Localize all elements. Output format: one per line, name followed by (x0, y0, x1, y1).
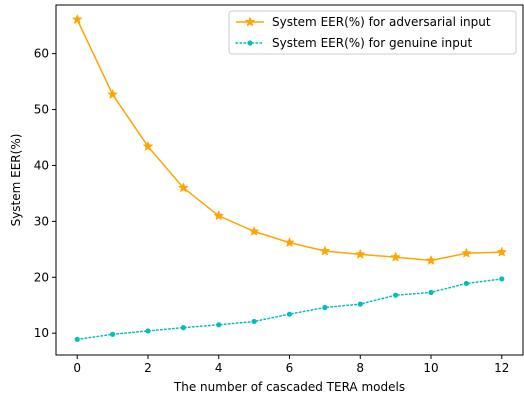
x-tick-label: 0 (73, 361, 81, 375)
series-1-point (425, 254, 437, 266)
y-tick-label: 50 (34, 103, 49, 117)
series-2-point (216, 322, 222, 328)
series-2-point (251, 318, 257, 325)
x-tick-label: 12 (494, 361, 509, 375)
series-1-point (284, 236, 295, 248)
y-axis-label: System EER(%) (9, 134, 23, 227)
x-axis-label: The number of cascaded TERA models (173, 380, 405, 394)
x-tick-label: 8 (356, 361, 364, 375)
series-1-point (390, 251, 402, 262)
series-1-point (107, 88, 118, 100)
legend-marker-1 (244, 16, 256, 27)
axes-layer: 0 2 4 6 8 10 12 10 20 30 40 50 60 (34, 4, 524, 375)
series-layer (71, 13, 508, 342)
series-2-point (286, 311, 293, 317)
series-2-point (463, 280, 469, 287)
series-2-point (428, 289, 434, 295)
y-tick-label: 40 (34, 158, 49, 172)
series-2-point (74, 336, 80, 342)
series-1-point (319, 245, 331, 256)
series-1-point (354, 248, 366, 259)
series-2-point (357, 301, 363, 307)
plot-area (56, 5, 523, 355)
series-2-point (110, 331, 116, 337)
legend-marker-2 (247, 40, 253, 46)
legend: System EER(%) for adversarial input Syste… (228, 10, 517, 55)
series-2-point (393, 292, 399, 298)
y-tick-label: 10 (34, 326, 49, 340)
x-tick-label: 10 (423, 361, 438, 375)
series-1-point (496, 246, 508, 257)
x-tick-label: 4 (215, 361, 223, 375)
series-1-point (248, 225, 260, 237)
series-2-point (145, 328, 151, 334)
series-1-point (142, 140, 154, 152)
y-tick-label: 20 (34, 270, 49, 284)
series-2-point (180, 325, 186, 331)
series-1-point (461, 247, 472, 258)
series-1-point (177, 182, 189, 193)
series-2-point (322, 304, 328, 311)
x-tick-label: 2 (144, 361, 152, 375)
series-1-point (213, 210, 225, 221)
y-tick-label: 30 (34, 214, 49, 228)
legend-box (228, 10, 517, 55)
x-tick-label: 6 (286, 361, 294, 375)
legend-label-2: System EER(%) for genuine input (272, 36, 472, 50)
series-1-point (71, 13, 83, 25)
series-2-point (499, 276, 505, 282)
legend-label-1: System EER(%) for adversarial input (272, 15, 491, 29)
y-tick-label: 60 (34, 47, 49, 61)
